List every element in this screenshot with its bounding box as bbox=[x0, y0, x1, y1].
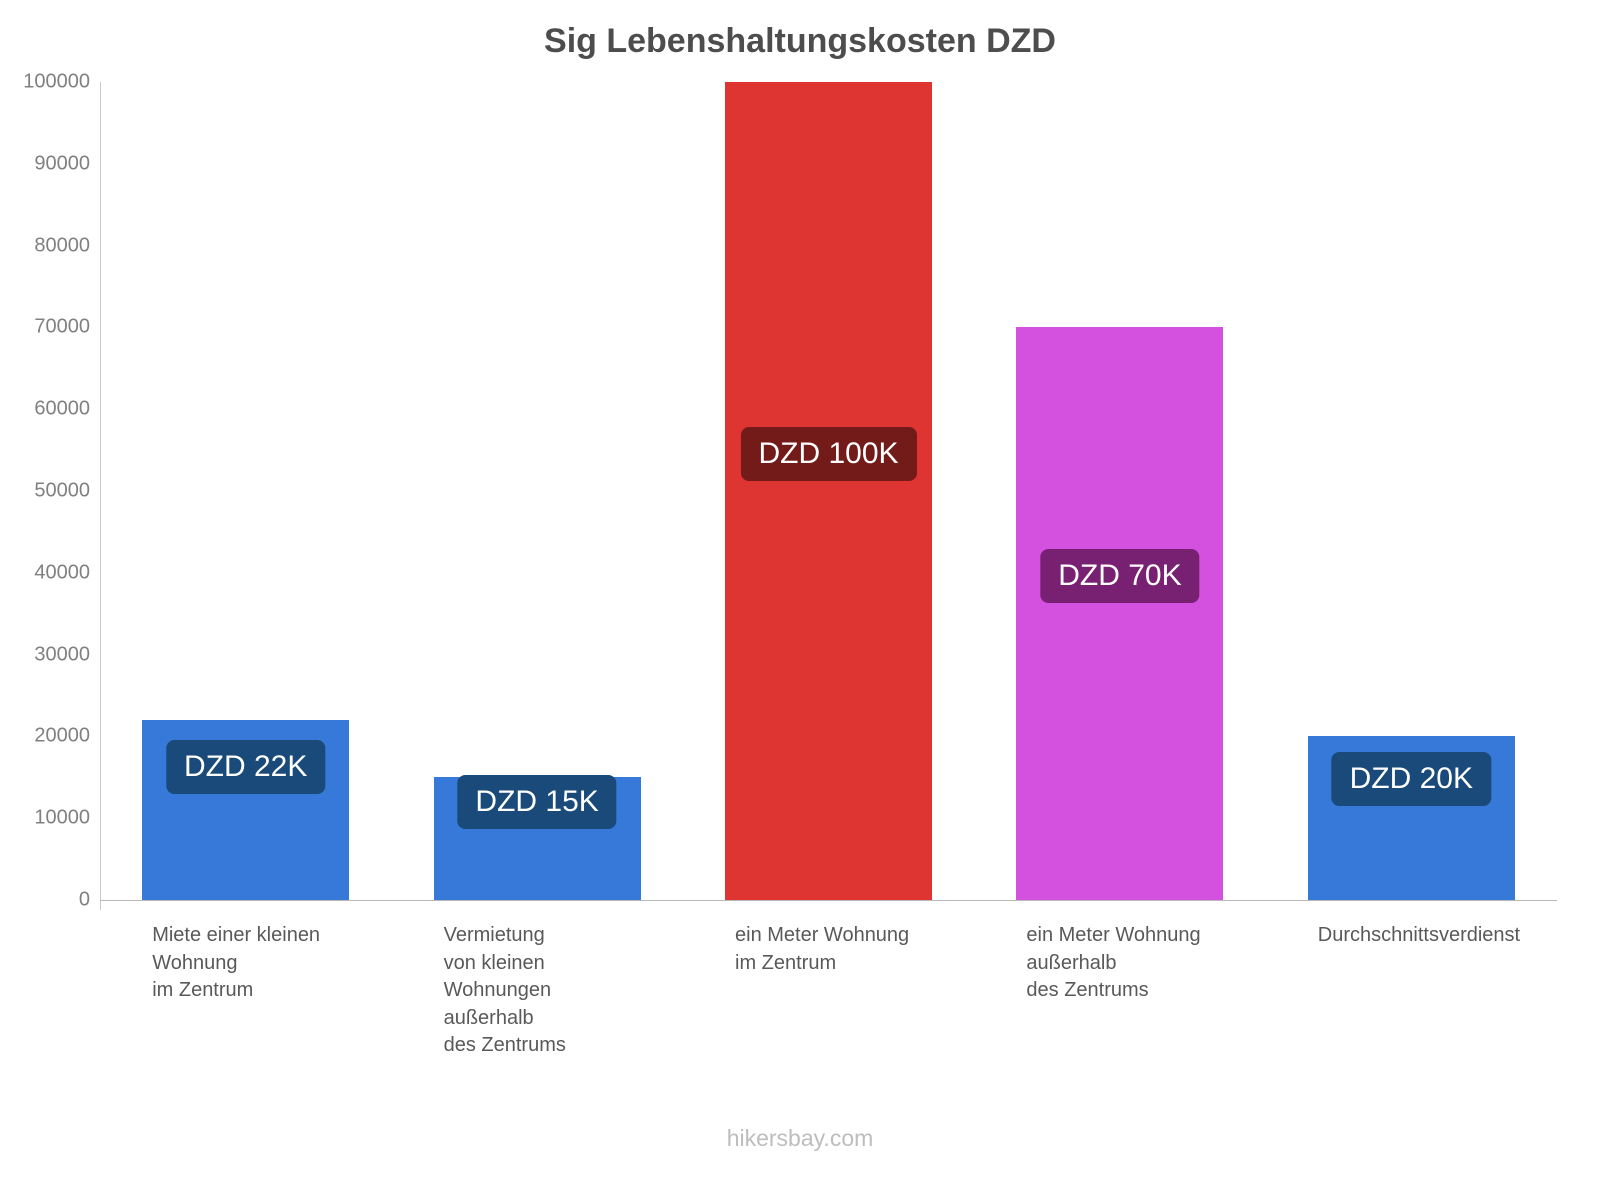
y-tick-label: 60000 bbox=[34, 397, 90, 420]
category-label-line: des Zentrums bbox=[443, 1034, 566, 1057]
y-tick-label: 50000 bbox=[34, 479, 90, 502]
y-tick-label: 100000 bbox=[23, 70, 90, 93]
y-tick-label: 90000 bbox=[34, 152, 90, 175]
category-label-line: außerhalb bbox=[1026, 951, 1117, 974]
bar-value-label: DZD 22K bbox=[166, 740, 326, 795]
bar-value-label: DZD 15K bbox=[457, 774, 617, 829]
y-tick-label: 20000 bbox=[34, 724, 90, 747]
category-label-line: Durchschnittsverdienst bbox=[1317, 924, 1521, 946]
footer-watermark: hikersbay.com bbox=[726, 1125, 874, 1151]
category-label-line: ein Meter Wohnung bbox=[1026, 924, 1201, 946]
y-tick-label: 70000 bbox=[34, 315, 90, 338]
bar-value-label: DZD 70K bbox=[1040, 549, 1200, 604]
y-axis-line bbox=[100, 82, 101, 910]
bar bbox=[1016, 327, 1224, 900]
category-label: Durchschnittsverdienst bbox=[1318, 922, 1520, 950]
category-label-line: Vermietung bbox=[443, 924, 545, 946]
category-label: Miete einer kleinen Wohnung im Zentrum bbox=[152, 922, 320, 1005]
bar-value-label: DZD 20K bbox=[1331, 751, 1491, 806]
category-label-line: Wohnung bbox=[152, 951, 238, 974]
category-label-line: im Zentrum bbox=[152, 979, 254, 1002]
category-label: ein Meter Wohnung außerhalb des Zentrums bbox=[1026, 922, 1200, 1005]
chart-title: Sig Lebenshaltungskosten DZD bbox=[544, 22, 1056, 60]
bar-value-label: DZD 100K bbox=[740, 427, 917, 482]
category-label-line: von kleinen bbox=[443, 951, 545, 974]
y-tick-label: 30000 bbox=[34, 643, 90, 666]
category-label-line: im Zentrum bbox=[735, 951, 837, 974]
category-label: ein Meter Wohnung im Zentrum bbox=[735, 922, 909, 977]
category-label: Vermietung von kleinen Wohnungen außerhalb d… bbox=[444, 922, 566, 1060]
category-label-line: außerhalb bbox=[443, 1006, 534, 1029]
y-tick-label: 80000 bbox=[34, 234, 90, 257]
category-label-line: des Zentrums bbox=[1026, 979, 1149, 1002]
x-axis-line bbox=[100, 900, 1557, 901]
y-tick-label: 10000 bbox=[34, 806, 90, 829]
category-label-line: ein Meter Wohnung bbox=[735, 924, 910, 946]
category-label-line: Wohnungen bbox=[443, 979, 552, 1002]
category-label-line: Miete einer kleinen bbox=[152, 924, 321, 946]
y-tick-label: 0 bbox=[78, 888, 90, 911]
bar bbox=[725, 82, 932, 900]
y-tick-label: 40000 bbox=[34, 561, 90, 584]
